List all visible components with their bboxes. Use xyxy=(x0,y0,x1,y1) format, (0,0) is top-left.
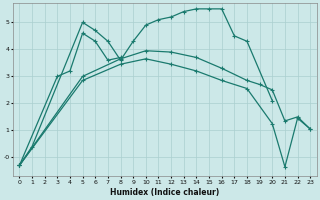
X-axis label: Humidex (Indice chaleur): Humidex (Indice chaleur) xyxy=(110,188,220,197)
